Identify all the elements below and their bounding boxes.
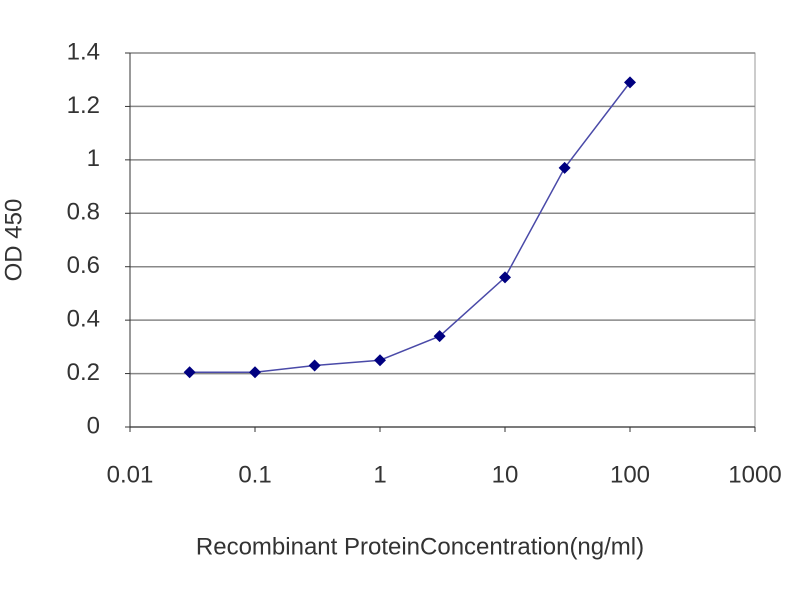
- y-tick-label: 0: [87, 412, 100, 439]
- x-axis-label: Recombinant ProteinConcentration(ng/ml): [196, 533, 644, 560]
- plot-area: [129, 52, 756, 428]
- data-point: [308, 359, 321, 372]
- data-point: [499, 271, 511, 284]
- data-point: [433, 330, 446, 343]
- y-tick-label: 0.8: [67, 199, 100, 226]
- x-tick-label: 1000: [728, 461, 781, 488]
- data-point: [183, 366, 196, 379]
- x-tick-label: 0.01: [107, 461, 154, 488]
- data-point: [558, 161, 571, 174]
- x-tick-label: 10: [492, 461, 519, 488]
- y-axis-label: OD 450: [0, 199, 27, 282]
- y-tick-label: 0.4: [67, 305, 100, 332]
- y-tick-label: 1: [87, 145, 100, 172]
- data-point: [624, 76, 636, 89]
- x-tick-label: 0.1: [238, 461, 271, 488]
- y-tick-label: 1.4: [67, 38, 100, 65]
- x-tick-label: 100: [610, 461, 650, 488]
- y-tick-label: 0.2: [67, 359, 100, 386]
- data-point: [249, 366, 261, 379]
- data-point: [374, 354, 386, 367]
- y-tick-label: 0.6: [67, 252, 100, 279]
- y-tick-label: 1.2: [67, 92, 100, 119]
- x-tick-label: 1: [373, 461, 386, 488]
- data-line: [189, 81, 631, 373]
